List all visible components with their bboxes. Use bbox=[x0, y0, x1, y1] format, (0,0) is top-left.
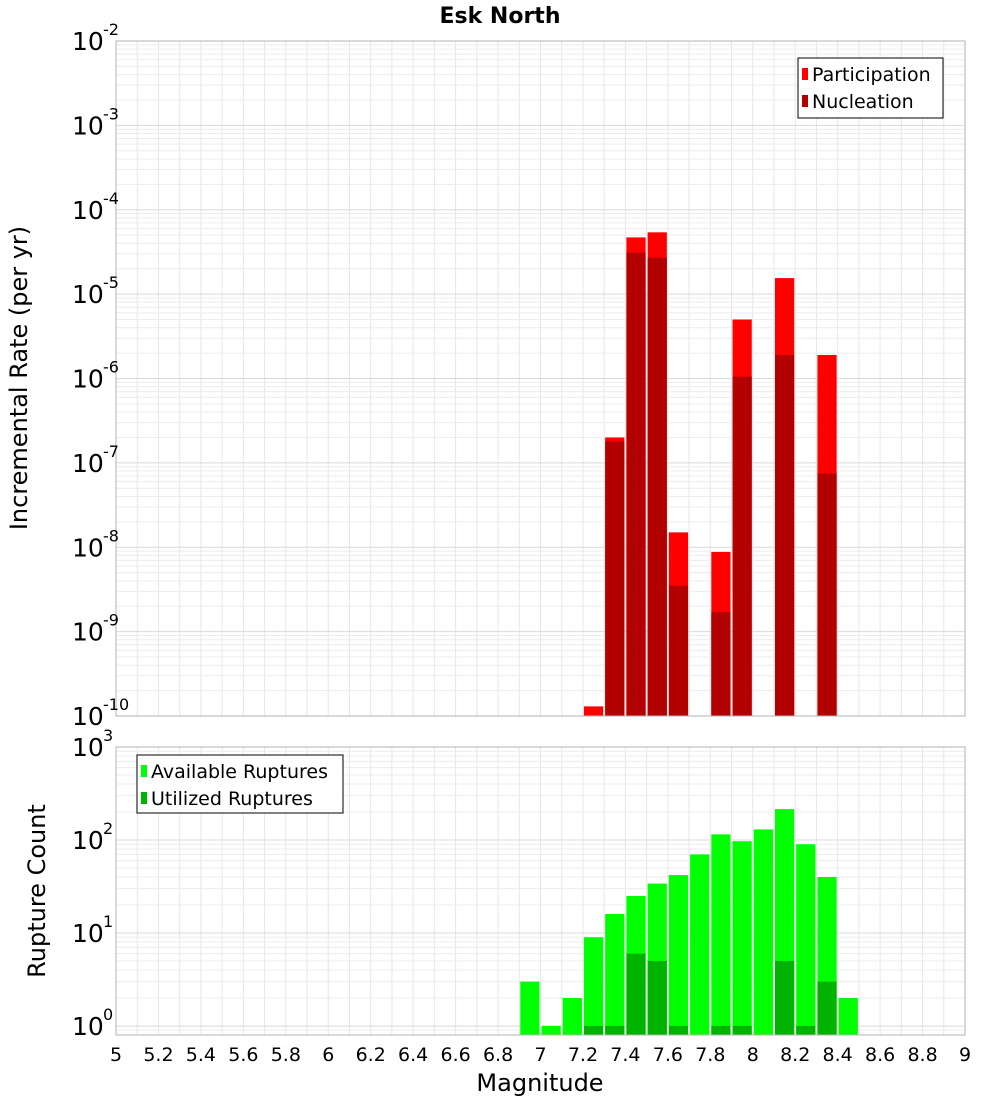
bar-overlay-utilized-ruptures bbox=[668, 1025, 689, 1035]
bar-overlay-utilized-ruptures bbox=[796, 1025, 816, 1035]
bar-available-ruptures bbox=[541, 1025, 561, 1035]
x-tick-label: 5 bbox=[110, 1044, 122, 1066]
y-tick-exponent: -8 bbox=[103, 526, 119, 545]
bar-available-ruptures bbox=[583, 937, 604, 1035]
bar-available-ruptures bbox=[690, 854, 710, 1035]
y-tick-label: 10 bbox=[72, 826, 104, 855]
bar-overlay-utilized-ruptures bbox=[626, 953, 646, 1035]
y-tick-exponent: 1 bbox=[103, 912, 113, 931]
bar-overlay-nucleation bbox=[711, 612, 731, 716]
bar-overlay-nucleation bbox=[668, 585, 689, 716]
x-tick-label: 5.2 bbox=[143, 1044, 173, 1066]
x-tick-label: 6.6 bbox=[440, 1044, 470, 1066]
bar-overlay-utilized-ruptures bbox=[774, 960, 795, 1035]
x-tick-label: 7.8 bbox=[695, 1044, 725, 1066]
legend-label: Utilized Ruptures bbox=[151, 788, 313, 810]
legend-swatch bbox=[141, 792, 147, 804]
bar-available-ruptures bbox=[838, 997, 858, 1035]
y-tick-label: 10 bbox=[72, 733, 104, 762]
legend-box bbox=[136, 754, 344, 814]
bar-overlay-utilized-ruptures bbox=[605, 1025, 625, 1035]
x-tick-label: 6.4 bbox=[398, 1044, 428, 1066]
x-tick-label: 5.6 bbox=[228, 1044, 258, 1066]
bar-overlay-nucleation bbox=[626, 252, 646, 716]
y-tick-exponent: -3 bbox=[103, 104, 119, 123]
y-tick-exponent: -5 bbox=[103, 273, 119, 292]
x-tick-label: 6.8 bbox=[483, 1044, 513, 1066]
y-tick-exponent: -10 bbox=[103, 695, 129, 714]
bar-available-ruptures bbox=[668, 875, 689, 1035]
legend-label: Available Ruptures bbox=[151, 761, 328, 783]
y-tick-exponent: -7 bbox=[103, 442, 119, 461]
x-tick-label: 5.8 bbox=[271, 1044, 301, 1066]
x-tick-label: 6.2 bbox=[356, 1044, 386, 1066]
x-tick-label: 8.2 bbox=[780, 1044, 810, 1066]
legend-swatch bbox=[802, 68, 808, 80]
bar-overlay-nucleation bbox=[605, 441, 625, 716]
legend-label: Participation bbox=[812, 64, 931, 86]
y-tick-label: 10 bbox=[72, 196, 104, 225]
y-tick-exponent: -2 bbox=[103, 20, 119, 39]
plot-frame bbox=[115, 40, 966, 717]
bar-participation bbox=[583, 706, 604, 716]
y-tick-exponent: -4 bbox=[103, 189, 119, 208]
y-tick-label: 10 bbox=[72, 111, 104, 140]
x-tick-label: 7.2 bbox=[568, 1044, 598, 1066]
bar-overlay-utilized-ruptures bbox=[647, 960, 667, 1035]
bar-available-ruptures bbox=[711, 834, 731, 1035]
y-tick-exponent: 3 bbox=[103, 726, 113, 745]
x-tick-label: 9 bbox=[959, 1044, 971, 1066]
bar-available-ruptures bbox=[732, 841, 752, 1035]
rupture-count-panel: 10 010 110 210 35 5.2 5.4 5.6 5.8 6 6.2 6.4 6.6 6.8 7 7… bbox=[72, 726, 971, 1066]
x-tick-label: 7.6 bbox=[653, 1044, 683, 1066]
x-tick-label: 8 bbox=[747, 1044, 759, 1066]
x-tick-label: 7 bbox=[534, 1044, 546, 1066]
top-y-axis-label: Incremental Rate (per yr) bbox=[5, 226, 33, 530]
bar-overlay-utilized-ruptures bbox=[711, 1025, 731, 1035]
y-tick-label: 10 bbox=[72, 702, 104, 731]
bar-overlay-utilized-ruptures bbox=[817, 981, 837, 1035]
y-tick-exponent: -6 bbox=[103, 358, 119, 377]
legend-box bbox=[797, 57, 944, 119]
x-tick-label: 5.4 bbox=[186, 1044, 216, 1066]
bar-overlay-nucleation bbox=[732, 376, 752, 716]
y-tick-exponent: 0 bbox=[103, 1005, 113, 1024]
y-tick-label: 10 bbox=[72, 1012, 104, 1041]
chart-title: Esk North bbox=[440, 4, 561, 29]
bar-available-ruptures bbox=[753, 829, 773, 1035]
y-tick-label: 10 bbox=[72, 280, 104, 309]
bar-available-ruptures bbox=[520, 981, 540, 1035]
y-tick-exponent: 2 bbox=[103, 819, 113, 838]
bar-overlay-nucleation bbox=[817, 473, 837, 716]
legend-swatch bbox=[802, 95, 808, 107]
y-tick-label: 10 bbox=[72, 533, 104, 562]
x-tick-label: 8.4 bbox=[823, 1044, 853, 1066]
y-tick-label: 10 bbox=[72, 27, 104, 56]
y-tick-label: 10 bbox=[72, 618, 104, 647]
bar-available-ruptures bbox=[605, 914, 625, 1035]
bar-available-ruptures bbox=[796, 844, 816, 1035]
bar-overlay-utilized-ruptures bbox=[583, 1025, 604, 1035]
bar-overlay-nucleation bbox=[647, 257, 667, 716]
bar-overlay-nucleation bbox=[774, 354, 795, 716]
y-tick-label: 10 bbox=[72, 449, 104, 478]
bar-overlay-utilized-ruptures bbox=[732, 1025, 752, 1035]
plot-frame bbox=[115, 746, 966, 1036]
y-tick-label: 10 bbox=[72, 365, 104, 394]
y-tick-exponent: -9 bbox=[103, 611, 119, 630]
x-tick-label: 7.4 bbox=[610, 1044, 640, 1066]
x-axis-label: Magnitude bbox=[476, 1069, 603, 1097]
legend-label: Nucleation bbox=[812, 91, 914, 113]
bottom-y-axis-label: Rupture Count bbox=[23, 804, 51, 978]
y-tick-label: 10 bbox=[72, 919, 104, 948]
x-tick-label: 8.8 bbox=[907, 1044, 937, 1066]
x-tick-label: 6 bbox=[322, 1044, 334, 1066]
legend-swatch bbox=[141, 765, 147, 777]
bar-available-ruptures bbox=[562, 997, 582, 1035]
x-tick-label: 8.6 bbox=[865, 1044, 895, 1066]
